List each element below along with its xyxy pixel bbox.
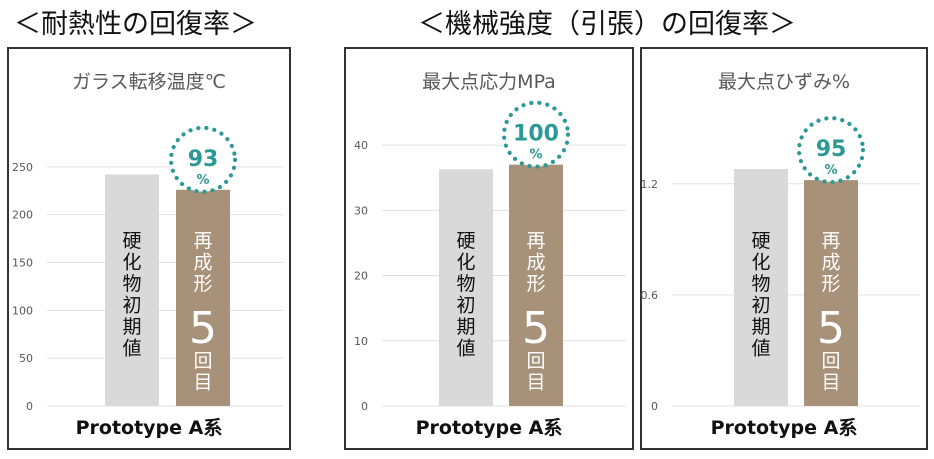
bar-label-number: 5 bbox=[522, 303, 550, 354]
recovery-rate-badge: 100% bbox=[501, 100, 571, 169]
y-tick-label: 200 bbox=[12, 209, 33, 222]
y-tick-label: 100 bbox=[12, 304, 33, 317]
y-tick-label: 1.2 bbox=[641, 178, 659, 191]
recovery-rate-badge: 95% bbox=[796, 116, 866, 185]
chart-title: ガラス転移温度℃ bbox=[72, 71, 226, 93]
y-tick-label: 20 bbox=[354, 270, 368, 283]
chart-panel-max-stress: 最大点応力MPa 0 10 20 30 40 硬化物初期値 再成形 5 回目 100% Proto… bbox=[344, 47, 634, 450]
y-tick-label: 40 bbox=[354, 139, 368, 152]
chart-title: 最大点応力MPa bbox=[422, 71, 556, 93]
bar-label-char: 化 bbox=[122, 252, 141, 274]
bar-label-char: 化 bbox=[751, 252, 770, 274]
dotted-ring-icon bbox=[168, 125, 238, 194]
bar-label-char: 形 bbox=[193, 273, 212, 295]
bar-label-char: 目 bbox=[526, 372, 545, 394]
chart-panel-max-strain: 最大点ひずみ% 0 0.6 1.2 硬化物初期値 再成形 5 回目 95% Prototype… bbox=[640, 47, 928, 450]
bar-label-char: 化 bbox=[456, 252, 475, 274]
bar-label-number: 5 bbox=[817, 303, 845, 354]
bar-remolded-5th bbox=[509, 164, 563, 406]
bar-label-number: 5 bbox=[189, 303, 217, 354]
bar-label-char: 回 bbox=[193, 350, 212, 372]
y-tick-label: 10 bbox=[354, 335, 368, 348]
y-tick-label: 250 bbox=[12, 161, 33, 174]
badge-backdrop bbox=[799, 118, 863, 183]
y-tick-label: 30 bbox=[354, 204, 368, 217]
recovery-unit: % bbox=[529, 148, 542, 163]
bar-label-char: 初 bbox=[751, 295, 770, 317]
y-tick-label: 0 bbox=[26, 400, 33, 413]
bar-label-char: 再 bbox=[193, 230, 212, 252]
bar-label-char: 再 bbox=[526, 230, 545, 252]
y-tick-label: 50 bbox=[19, 352, 33, 365]
bar-label-char: 物 bbox=[122, 273, 141, 295]
bar-label-char: 回 bbox=[526, 350, 545, 372]
bar-label-char: 回 bbox=[821, 350, 840, 372]
bar-initial-value bbox=[439, 169, 493, 406]
bar-remolded-5th bbox=[176, 189, 230, 406]
bar-label-char: 初 bbox=[456, 295, 475, 317]
badge-backdrop bbox=[171, 127, 235, 192]
recovery-unit: % bbox=[196, 173, 209, 188]
chart-panel-glass-transition: ガラス転移温度℃ 0 50 100 150 200 250 硬化物初期値再成形 5 回目 93% … bbox=[7, 47, 291, 450]
bar-label-char: 形 bbox=[821, 273, 840, 295]
dotted-ring-icon bbox=[796, 116, 866, 185]
recovery-value: 95 bbox=[816, 137, 847, 162]
bar-label-char: 成 bbox=[526, 252, 545, 274]
bar-label-char: 成 bbox=[193, 252, 212, 274]
bar-label-char: 硬 bbox=[122, 230, 141, 252]
bar-label-char: 期 bbox=[456, 316, 475, 338]
bar-label-char: 形 bbox=[526, 273, 545, 295]
bar-label-char: 硬 bbox=[751, 230, 770, 252]
y-tick-label: 0 bbox=[651, 400, 658, 413]
bar-label-char: 値 bbox=[456, 338, 475, 360]
bar-label-char: 硬 bbox=[456, 230, 475, 252]
mechanical-strength-heading: ＜機械強度（引張）の回復率＞ bbox=[418, 9, 796, 40]
bar-initial-value bbox=[105, 174, 159, 406]
heat-resistance-heading: ＜耐熱性の回復率＞ bbox=[14, 9, 257, 40]
bar-initial-value bbox=[734, 168, 788, 406]
bar-label-char: 物 bbox=[456, 273, 475, 295]
y-tick-label: 0 bbox=[361, 400, 368, 413]
chart-title: 最大点ひずみ% bbox=[717, 71, 851, 93]
badge-backdrop bbox=[504, 102, 568, 167]
recovery-value: 100 bbox=[513, 122, 559, 147]
bar-label-char: 物 bbox=[751, 273, 770, 295]
bar-label-char: 再 bbox=[821, 230, 840, 252]
x-axis-label: Prototype A系 bbox=[75, 417, 223, 439]
bar-label-char: 値 bbox=[751, 338, 770, 360]
bar-label-char: 成 bbox=[821, 252, 840, 274]
dotted-ring-icon bbox=[501, 100, 571, 169]
bar-label-char: 初 bbox=[122, 295, 141, 317]
x-axis-label: Prototype A系 bbox=[415, 417, 563, 439]
bar-label-char: 目 bbox=[821, 372, 840, 394]
y-tick-label: 0.6 bbox=[641, 289, 659, 302]
bar-label-char: 期 bbox=[122, 316, 141, 338]
bar-label-char: 値 bbox=[122, 338, 141, 360]
bar-label-char: 目 bbox=[193, 372, 212, 394]
bar-label-char: 期 bbox=[751, 316, 770, 338]
recovery-rate-badge: 93% bbox=[168, 125, 238, 194]
y-tick-label: 150 bbox=[12, 257, 33, 270]
bar-remolded-5th bbox=[804, 180, 858, 406]
recovery-unit: % bbox=[824, 163, 837, 178]
x-axis-label: Prototype A系 bbox=[710, 417, 858, 439]
recovery-value: 93 bbox=[188, 147, 219, 172]
